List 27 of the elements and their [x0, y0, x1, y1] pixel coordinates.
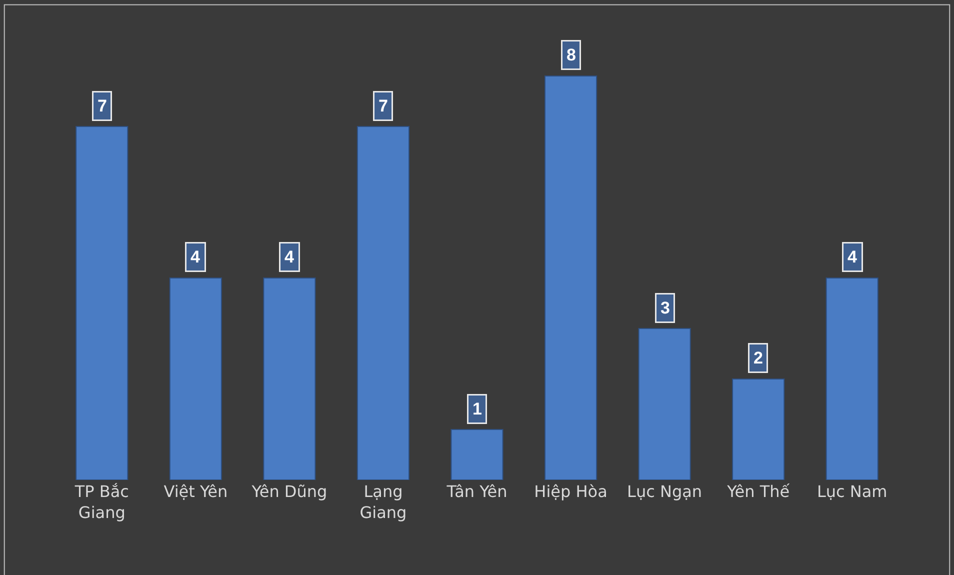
- bar: [732, 378, 785, 480]
- x-tick-label: Hiệp Hòa: [534, 482, 608, 501]
- x-tick-label: Lục Ngạn: [627, 482, 702, 501]
- data-label: 7: [378, 96, 388, 116]
- data-label: 8: [566, 46, 576, 64]
- data-label: 1: [472, 400, 482, 418]
- x-tick-label: TP Bắc Giang: [74, 482, 129, 522]
- bar: [76, 126, 128, 480]
- bar: [356, 126, 410, 480]
- x-tick-label: Tân Yên: [446, 482, 508, 501]
- data-label: 4: [848, 248, 858, 266]
- x-tick-label: Lạng Giang: [360, 482, 407, 522]
- data-label: 2: [754, 348, 763, 368]
- x-tick-label: Lục Nam: [816, 482, 888, 501]
- data-label: 4: [190, 248, 200, 266]
- data-label: 3: [660, 298, 670, 318]
- bar: [544, 76, 598, 480]
- bar: [638, 328, 691, 480]
- x-tick-label: Yên Dũng: [250, 482, 328, 501]
- bar: [169, 278, 222, 480]
- x-tick-label: Yên Thế: [726, 482, 790, 501]
- data-label: 4: [284, 248, 294, 266]
- data-label: 7: [98, 96, 107, 116]
- bar: [450, 429, 504, 480]
- x-tick-label: Việt Yên: [164, 482, 228, 501]
- bar: [263, 278, 316, 480]
- bar: [826, 278, 878, 480]
